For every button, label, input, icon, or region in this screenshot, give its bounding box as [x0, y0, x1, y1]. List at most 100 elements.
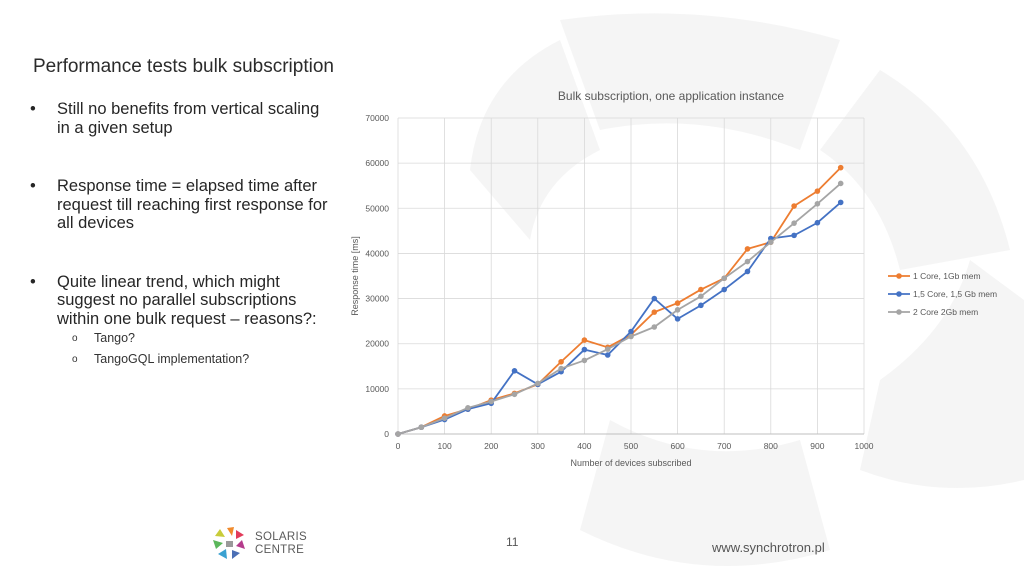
data-point — [744, 258, 751, 265]
data-point — [628, 328, 634, 335]
bullet-marker: • — [30, 177, 36, 195]
data-point — [395, 431, 401, 437]
x-tick-label: 1000 — [855, 441, 874, 451]
legend-marker — [896, 291, 902, 297]
data-point — [628, 333, 634, 340]
y-tick-label: 50000 — [365, 203, 389, 213]
bullet-marker: • — [30, 100, 36, 118]
data-point — [674, 307, 681, 313]
x-tick-label: 700 — [717, 441, 731, 451]
sub-bullet-text: Tango? — [94, 331, 136, 345]
data-point — [651, 309, 658, 315]
x-tick-label: 400 — [577, 441, 591, 451]
data-point — [558, 358, 564, 365]
bullet-item: • Still no benefits from vertical scalin… — [30, 100, 330, 137]
data-point — [604, 352, 611, 358]
line-chart: Bulk subscription, one application insta… — [350, 89, 997, 468]
data-point — [837, 180, 844, 187]
sub-bullet-item: o Tango? — [30, 328, 330, 349]
series-line — [397, 201, 842, 435]
sub-bullet-text: TangoGQL implementation? — [94, 352, 250, 366]
y-tick-label: 0 — [384, 429, 389, 439]
data-point — [581, 357, 588, 364]
data-point — [837, 199, 844, 206]
data-point — [441, 415, 448, 422]
website-url[interactable]: www.synchrotron.pl — [712, 540, 825, 555]
chart-title: Bulk subscription, one application insta… — [558, 89, 784, 103]
data-point — [721, 275, 727, 282]
x-tick-label: 0 — [396, 441, 401, 451]
data-point — [698, 286, 704, 293]
data-point — [674, 300, 681, 306]
series-line — [397, 182, 842, 435]
legend-marker — [896, 309, 902, 315]
x-tick-label: 600 — [671, 441, 685, 451]
data-point — [721, 286, 727, 293]
legend-label: 2 Core 2Gb mem — [913, 307, 978, 317]
solaris-logo-icon — [213, 527, 245, 559]
series-3 — [395, 180, 844, 437]
data-point — [744, 246, 751, 252]
data-point — [418, 424, 425, 431]
data-point — [511, 391, 518, 398]
data-point — [581, 337, 588, 343]
legend-label: 1,5 Core, 1,5 Gb mem — [913, 289, 997, 299]
legend-entry: 2 Core 2Gb mem — [888, 307, 978, 317]
y-axis-label: Response time [ms] — [350, 236, 360, 316]
data-point — [791, 220, 797, 226]
data-point — [698, 293, 704, 300]
data-point — [674, 316, 681, 322]
x-tick-label: 900 — [810, 441, 824, 451]
data-point — [791, 203, 797, 209]
data-point — [651, 295, 658, 302]
data-point — [651, 324, 658, 330]
x-tick-label: 300 — [531, 441, 545, 451]
sub-bullet-marker: o — [72, 354, 78, 365]
data-point — [814, 200, 821, 207]
bullet-text: Quite linear trend, which might suggest … — [57, 272, 317, 328]
data-point — [768, 239, 774, 245]
data-point — [581, 346, 588, 353]
x-tick-label: 200 — [484, 441, 498, 451]
series-line — [397, 167, 842, 435]
data-point — [837, 164, 844, 171]
y-tick-label: 60000 — [365, 158, 389, 168]
logo-line-1: SOLARIS — [255, 531, 307, 543]
data-point — [558, 365, 564, 372]
data-point — [791, 232, 797, 239]
data-point — [488, 398, 494, 405]
y-tick-label: 10000 — [365, 384, 389, 394]
x-tick-label: 800 — [764, 441, 778, 451]
data-point — [465, 405, 471, 411]
legend-marker — [896, 273, 902, 279]
data-point — [744, 268, 751, 275]
sub-bullet-item: o TangoGQL implementation? — [30, 349, 330, 370]
page-number: 11 — [506, 535, 519, 549]
data-point — [511, 368, 518, 374]
series-1 — [395, 164, 844, 437]
y-tick-label: 20000 — [365, 339, 389, 349]
x-tick-label: 100 — [438, 441, 452, 451]
slide-title: Performance tests bulk subscription — [33, 56, 334, 77]
sub-bullet-marker: o — [72, 333, 78, 344]
x-tick-label: 500 — [624, 441, 638, 451]
bullet-marker: • — [30, 272, 36, 291]
bullet-item: • Response time = elapsed time after req… — [30, 177, 330, 233]
logo-text: SOLARIS CENTRE — [255, 531, 307, 557]
data-point — [535, 380, 541, 387]
bullet-item: • Quite linear trend, which might sugges… — [30, 273, 330, 329]
data-point — [604, 346, 611, 352]
logo-line-2: CENTRE — [255, 544, 305, 556]
y-tick-label: 70000 — [365, 113, 389, 123]
bullet-list: • Still no benefits from vertical scalin… — [30, 100, 330, 370]
legend-label: 1 Core, 1Gb mem — [913, 271, 981, 281]
bullet-text: Response time = elapsed time after reque… — [57, 177, 328, 232]
data-point — [814, 188, 821, 194]
x-axis-label: Number of devices subscribed — [570, 458, 691, 468]
bullet-text: Still no benefits from vertical scaling … — [57, 100, 320, 137]
legend-entry: 1,5 Core, 1,5 Gb mem — [888, 289, 997, 299]
data-point — [814, 219, 821, 226]
y-tick-label: 30000 — [365, 294, 389, 304]
legend-entry: 1 Core, 1Gb mem — [888, 271, 981, 281]
